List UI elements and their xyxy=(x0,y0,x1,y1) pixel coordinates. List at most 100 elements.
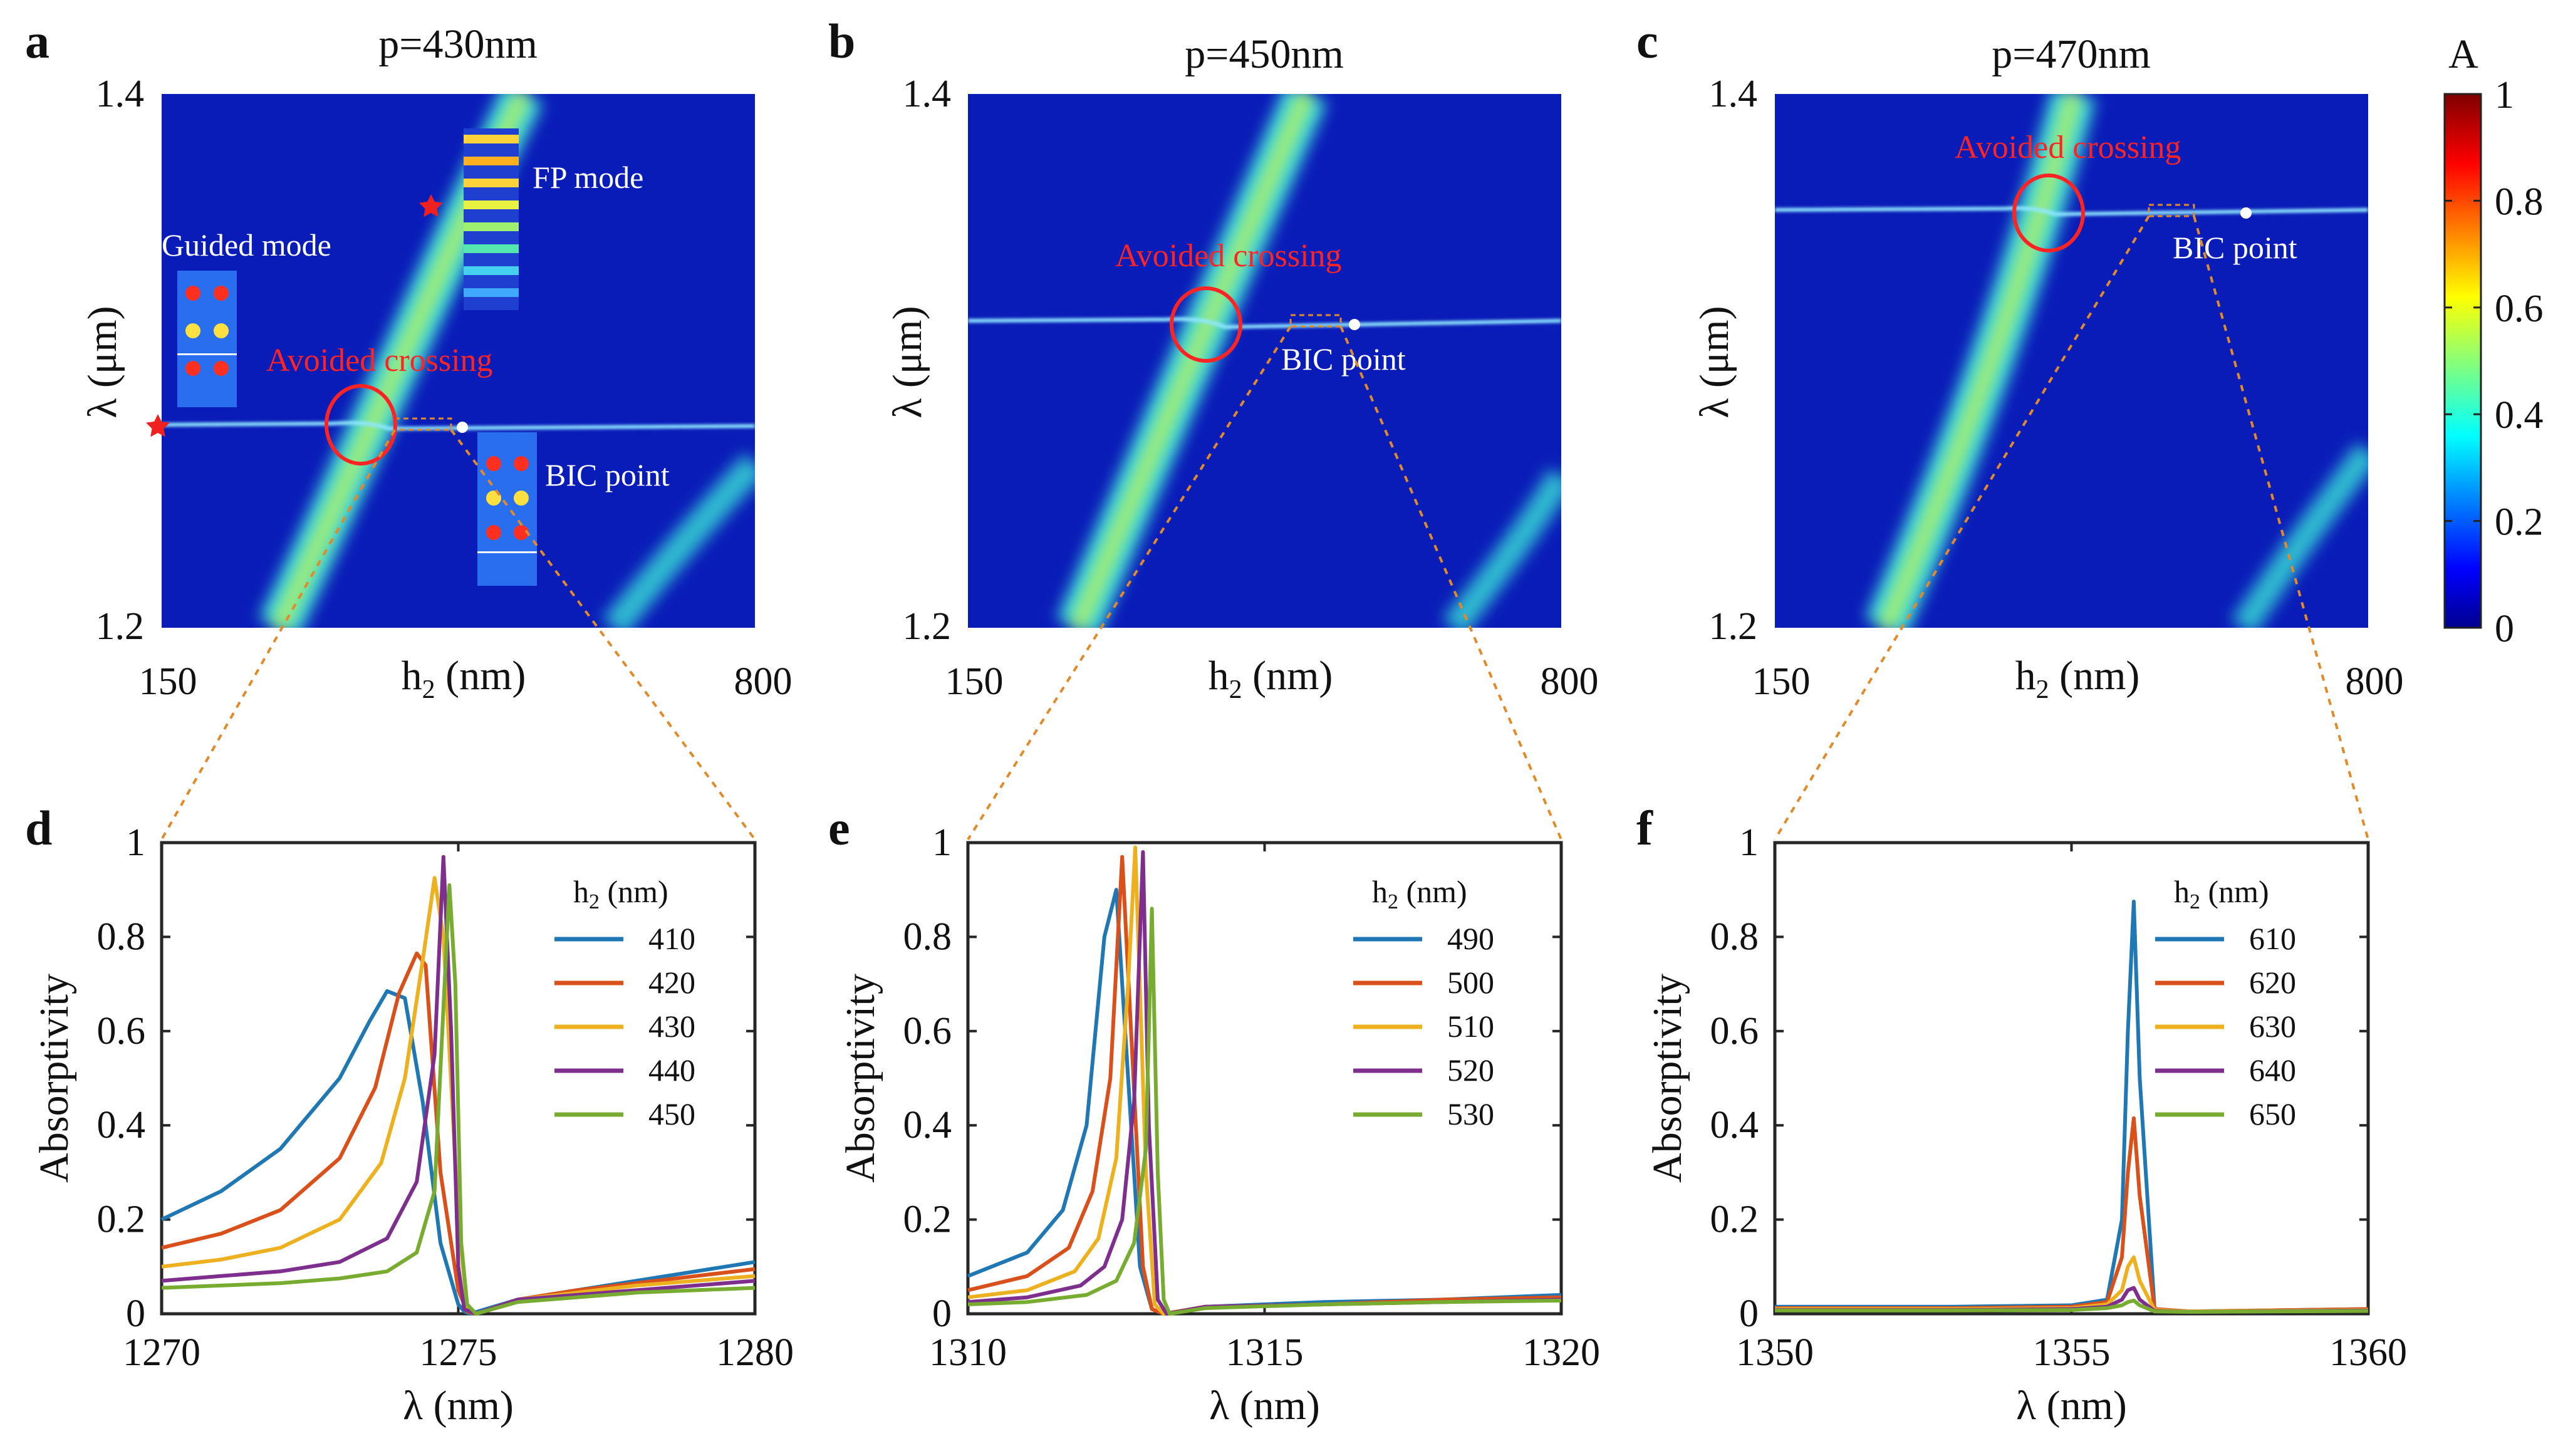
colorbar-tick-label-5: 0 xyxy=(2495,608,2514,650)
panel-d-legend-title: h2 (nm) xyxy=(573,874,668,913)
panel-a-xtick-right: 800 xyxy=(734,660,793,703)
panel-a-xlabel-unit: (nm) xyxy=(435,653,526,699)
panel-e-legend-title-unit: (nm) xyxy=(1398,874,1467,909)
panel-a-guided-line xyxy=(162,421,755,431)
panel-b: b p=450nm Avoided crossing BIC point 1.4… xyxy=(828,14,1599,704)
panel-a: a p=430nm xyxy=(25,14,793,704)
zoom-guide-c-left xyxy=(1774,215,2150,841)
panel-f-ytick-label-0: 0 xyxy=(1739,1292,1759,1335)
panel-d-legend-title-main: h xyxy=(573,874,589,909)
panel-f-legend-label-630: 630 xyxy=(2249,1009,2296,1044)
panel-c-ytick-top: 1.4 xyxy=(1709,73,1758,115)
panel-a-fp-label: FP mode xyxy=(533,160,643,195)
panel-b-heatmap: Avoided crossing BIC point xyxy=(968,94,1561,628)
panel-d-ytick-label-2: 0.4 xyxy=(97,1104,146,1147)
panel-d-series-450 xyxy=(161,883,756,1316)
panel-a-guided-inset xyxy=(177,271,237,407)
panel-a-crossing-label: Avoided crossing xyxy=(266,343,493,378)
panel-c-xtick-right: 800 xyxy=(2346,660,2404,703)
panel-e-legend-title-sub: 2 xyxy=(1388,890,1398,913)
panel-b-ytick-bottom: 1.2 xyxy=(903,605,952,648)
zoom-guides xyxy=(160,215,2369,841)
panel-e-legend-label-510: 510 xyxy=(1447,1009,1494,1044)
panel-f-legend-title-unit: (nm) xyxy=(2200,874,2269,909)
zoom-guide-a-left xyxy=(160,429,396,840)
panel-f-xtick-label-2: 1360 xyxy=(2329,1331,2407,1374)
panel-f: f 0 0.2 0.4 0.6 0.8 1 1350 1355 1360 λ (nm) Absorp… xyxy=(1636,801,2407,1428)
panel-f-ytick-label-5: 1 xyxy=(1739,821,1759,864)
panel-b-fp-band-2 xyxy=(1442,469,1561,628)
panel-e-legend-title-main: h xyxy=(1372,874,1388,909)
panel-e-ytick-label-5: 1 xyxy=(932,821,952,864)
panel-d-ytick-label-0: 0 xyxy=(126,1292,145,1335)
panel-a-xlabel: h2 (nm) xyxy=(402,653,526,704)
zoom-guide-b-right xyxy=(1339,326,1562,840)
panel-c-xlabel-main: h xyxy=(2015,653,2036,699)
panel-f-legend-label-650: 650 xyxy=(2249,1096,2296,1131)
panel-d-legend-title-unit: (nm) xyxy=(600,874,668,909)
panel-d-xlabel: λ (nm) xyxy=(403,1383,514,1428)
panel-d-legend-label-410: 410 xyxy=(648,921,695,956)
panel-c-guided-line xyxy=(1775,206,2368,217)
colorbar-tick-label-3: 0.4 xyxy=(2495,394,2544,437)
colorbar-tick-label-2: 0.6 xyxy=(2495,288,2544,330)
panel-d-legend-label-430: 430 xyxy=(648,1009,695,1044)
zoom-guide-a-right xyxy=(450,429,756,841)
panel-b-bic-point xyxy=(1349,319,1360,330)
panel-f-xtick-label-1: 1355 xyxy=(2033,1331,2111,1374)
panel-b-label: b xyxy=(828,14,855,68)
panel-c-ytick-bottom: 1.2 xyxy=(1709,605,1758,648)
panel-d-xtick-label-1: 1275 xyxy=(420,1331,497,1374)
panel-f-legend-label-610: 610 xyxy=(2249,921,2296,956)
panel-e-axes-box xyxy=(966,841,1563,1316)
panel-b-zoom-box xyxy=(1289,314,1342,328)
panel-d-xtick-label-0: 1270 xyxy=(123,1331,200,1374)
colorbar-gradient xyxy=(2443,93,2482,629)
panel-f-legend-title-sub: 2 xyxy=(2190,890,2200,913)
panel-f-xtick-label-0: 1350 xyxy=(1736,1331,1814,1374)
panel-e-legend-label-500: 500 xyxy=(1447,965,1494,1000)
panel-b-xtick-right: 800 xyxy=(1541,660,1599,703)
colorbar-tick-label-1: 0.8 xyxy=(2495,180,2544,223)
panel-f-ytick-label-1: 0.2 xyxy=(1710,1199,1759,1241)
panel-b-crossing-label: Avoided crossing xyxy=(1115,238,1342,274)
panel-a-xlabel-sub: 2 xyxy=(422,675,435,704)
panel-a-xtick-left: 150 xyxy=(139,660,197,703)
panel-e-ytick-label-1: 0.2 xyxy=(903,1199,952,1241)
panel-c-crossing-ellipse xyxy=(2012,174,2085,252)
panel-e-xtick-label-1: 1315 xyxy=(1226,1331,1304,1374)
zoom-guide-c-right xyxy=(2193,216,2369,840)
panel-f-ytick-label-2: 0.4 xyxy=(1710,1104,1759,1147)
panel-d-plot: 0 0.2 0.4 0.6 0.8 1 1270 1275 1280 λ (nm) Absorpti… xyxy=(31,821,794,1428)
panel-c-label: c xyxy=(1636,14,1658,68)
colorbar-tick-label-4: 0.2 xyxy=(2495,501,2544,544)
colorbar: A 1 0.8 0.6 0.4 0.2 0 xyxy=(2443,31,2544,650)
panel-e-ytick-label-3: 0.6 xyxy=(903,1010,952,1053)
panel-e-ylabel: Absorptivity xyxy=(838,974,883,1183)
panel-e-ytick-label-0: 0 xyxy=(932,1292,952,1335)
panel-d-ytick-label-1: 0.2 xyxy=(97,1199,146,1241)
panel-c-title: p=470nm xyxy=(1992,31,2151,77)
zoom-guide-b-left xyxy=(967,325,1292,841)
panel-f-ylabel: Absorptivity xyxy=(1645,974,1690,1183)
panel-d-series-440 xyxy=(161,855,756,1316)
panel-c: c p=470nm Avoided crossing BIC point 1.4… xyxy=(1636,14,2404,704)
panel-a-fp-band-2 xyxy=(602,454,755,628)
panel-e-series-490 xyxy=(967,888,1562,1316)
colorbar-tick-label-0: 1 xyxy=(2495,74,2514,117)
panel-a-heatmap: Avoided crossing FP mode Guided mode BIC… xyxy=(162,94,755,628)
panel-a-fp-star xyxy=(419,194,443,217)
panel-b-bic-label: BIC point xyxy=(1281,341,1406,377)
panel-b-xlabel: h2 (nm) xyxy=(1209,653,1333,704)
panel-f-ytick-label-3: 0.6 xyxy=(1710,1010,1759,1053)
panel-b-xlabel-sub: 2 xyxy=(1229,675,1242,704)
panel-a-guided-star xyxy=(146,414,170,437)
panel-a-zoom-box xyxy=(393,417,452,431)
panel-f-legend-title-main: h xyxy=(2174,874,2190,909)
panel-b-guided-line xyxy=(968,317,1561,330)
panel-f-legend-label-620: 620 xyxy=(2249,965,2296,1000)
panel-a-bic-point xyxy=(457,422,468,433)
panel-a-guided-label: Guided mode xyxy=(162,227,331,263)
panel-c-ylabel: λ (μm) xyxy=(1692,306,1737,418)
